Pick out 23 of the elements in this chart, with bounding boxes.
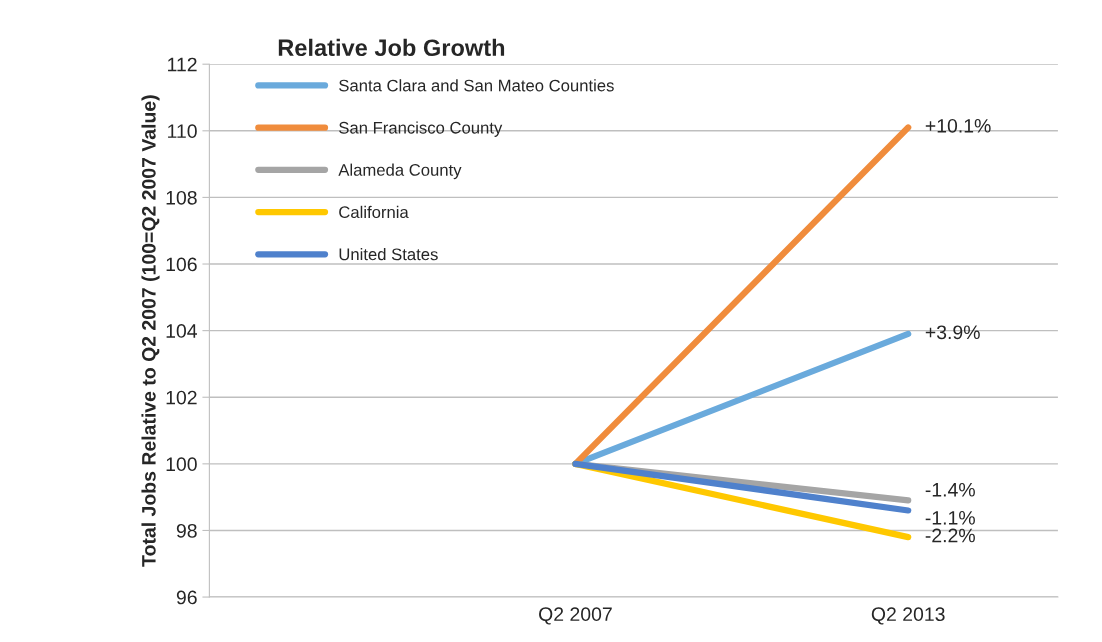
y-tick-label: 108: [166, 190, 197, 205]
y-tick-label: 104: [166, 324, 198, 338]
annotation: +3.9%: [925, 325, 980, 340]
annotation: -1.1%: [925, 511, 975, 525]
y-tick-label: 112: [168, 57, 197, 72]
legend-label: Alameda County: [338, 163, 462, 180]
y-tick-label: 100: [166, 457, 197, 472]
y-axis-title: Total Jobs Relative to Q2 2007 (100=Q2 2007 Value): [141, 95, 160, 567]
y-tick-label: 110: [168, 124, 197, 139]
chart-title: Relative Job Growth: [278, 38, 505, 57]
y-tick-label: 96: [176, 590, 197, 605]
annotation: +10.1%: [925, 118, 991, 133]
annotation: -1.4%: [925, 482, 975, 497]
legend-label: California: [339, 205, 409, 219]
y-tick-label: 106: [166, 257, 197, 272]
legend-label: San Francisco County: [339, 121, 503, 137]
legend-label: United States: [339, 248, 438, 261]
y-tick-label: 102: [166, 390, 197, 405]
x-tick-label: Q2 2007: [539, 607, 612, 625]
annotation: -2.2%: [925, 528, 975, 543]
legend-label: Santa Clara and San Mateo Counties: [339, 79, 614, 92]
y-tick-label: 98: [176, 523, 197, 538]
x-tick-label: Q2 2013: [871, 607, 945, 625]
